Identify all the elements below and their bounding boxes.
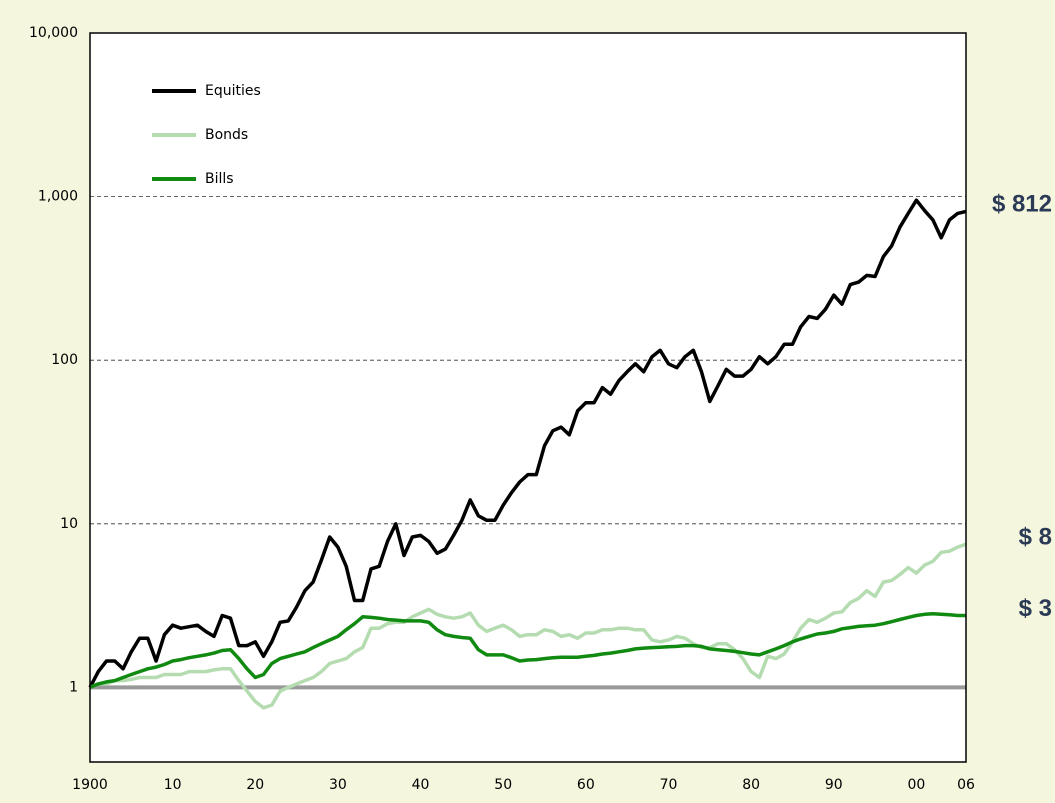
end-value-label: $ 812 <box>992 191 1052 218</box>
end-value-label: $ 3 <box>1019 595 1052 622</box>
legend-label: Bills <box>205 171 234 187</box>
line-series <box>89 542 967 710</box>
line-series <box>88 198 967 689</box>
x-tick-label: 50 <box>494 777 512 793</box>
x-tick-label: 1900 <box>72 777 108 793</box>
x-tick-label: 10 <box>164 777 182 793</box>
legend-label: Bonds <box>205 127 248 143</box>
x-tick-label: 70 <box>660 777 678 793</box>
x-tick-label: 06 <box>957 777 975 793</box>
end-value-label: $ 8 <box>1019 524 1052 551</box>
x-tick-label: 00 <box>908 777 926 793</box>
x-tick-label: 30 <box>329 777 347 793</box>
y-tick-label: 1,000 <box>38 189 78 205</box>
plot-frame <box>89 32 967 763</box>
y-tick-label: 1 <box>69 679 78 695</box>
y-tick-label: 10,000 <box>29 25 78 41</box>
y-tick-label: 10 <box>60 516 78 532</box>
legend-label: Equities <box>205 83 261 99</box>
line-series <box>89 611 966 690</box>
x-tick-label: 20 <box>246 777 264 793</box>
x-tick-label: 60 <box>577 777 595 793</box>
x-tick-label: 80 <box>742 777 760 793</box>
y-tick-label: 100 <box>51 352 78 368</box>
x-tick-label: 40 <box>412 777 430 793</box>
x-tick-label: 90 <box>825 777 843 793</box>
